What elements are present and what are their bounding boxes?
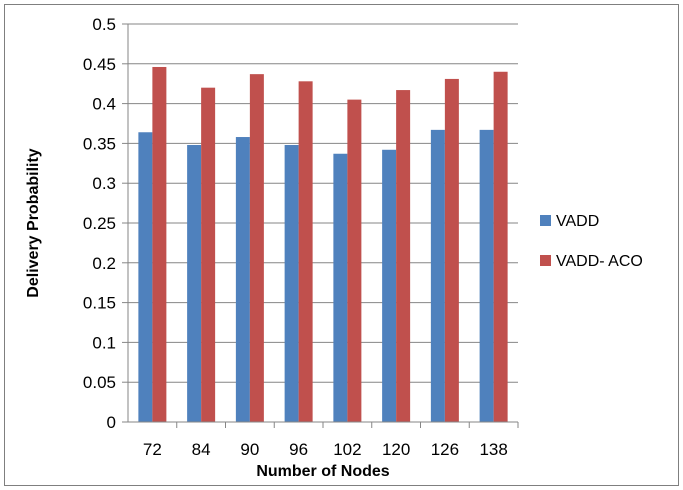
tick-labels: 0 0.05 0.1 0.15 0.2 0.25 0.3 0.35 0.4 0.45 0.5 72 84… (83, 15, 519, 459)
bar-vadd-aco-126 (444, 78, 459, 422)
bar-vadd-aco-102 (347, 99, 362, 423)
y-tick-label: 0.45 (83, 55, 116, 74)
bar-vadd-aco-90 (249, 74, 264, 422)
bar-vadd-72 (138, 132, 153, 423)
bar-vadd-aco-72 (152, 66, 167, 422)
legend-label-vadd-aco: VADD- ACO (556, 253, 643, 270)
bar-vadd-aco-120 (396, 90, 411, 423)
y-tick-label: 0 (107, 413, 116, 432)
x-tick-label: 102 (333, 440, 361, 459)
y-tick-label: 0.5 (92, 15, 116, 34)
legend: VADD VADD- ACO (540, 213, 643, 270)
bar-vadd-120 (382, 149, 397, 422)
x-tick-label: 96 (289, 440, 308, 459)
bar-vadd-84 (187, 144, 202, 422)
bar-vadd-90 (235, 137, 250, 423)
bar-vadd-138 (479, 129, 494, 423)
bar-vadd-102 (333, 153, 348, 423)
bar-vadd-126 (430, 129, 445, 423)
bars (138, 66, 508, 423)
x-tick-label: 72 (143, 440, 162, 459)
x-tick-label: 84 (192, 440, 211, 459)
y-tick-label: 0.15 (83, 294, 116, 313)
bar-vadd-aco-138 (493, 71, 508, 422)
gridlines (128, 23, 518, 383)
x-tick-label: 126 (431, 440, 459, 459)
legend-swatch-vadd-aco (540, 255, 551, 266)
y-tick-label: 0.05 (83, 373, 116, 392)
y-tick-label: 0.3 (92, 174, 116, 193)
bar-vadd-aco-96 (298, 81, 313, 422)
legend-label-vadd: VADD (556, 213, 599, 230)
y-tick-label: 0.4 (92, 95, 116, 114)
bar-vadd-aco-84 (201, 87, 216, 423)
x-axis-title: Number of Nodes (256, 463, 389, 480)
x-tick-label: 120 (382, 440, 410, 459)
y-axis-title: Delivery Probability (25, 148, 42, 297)
bar-vadd-96 (284, 144, 299, 422)
y-tick-label: 0.35 (83, 134, 116, 153)
y-tick-label: 0.1 (92, 333, 116, 352)
x-tick-label: 90 (240, 440, 259, 459)
legend-swatch-vadd (540, 215, 551, 226)
x-tick-label: 138 (479, 440, 507, 459)
y-tick-label: 0.2 (92, 254, 116, 273)
y-tick-label: 0.25 (83, 214, 116, 233)
